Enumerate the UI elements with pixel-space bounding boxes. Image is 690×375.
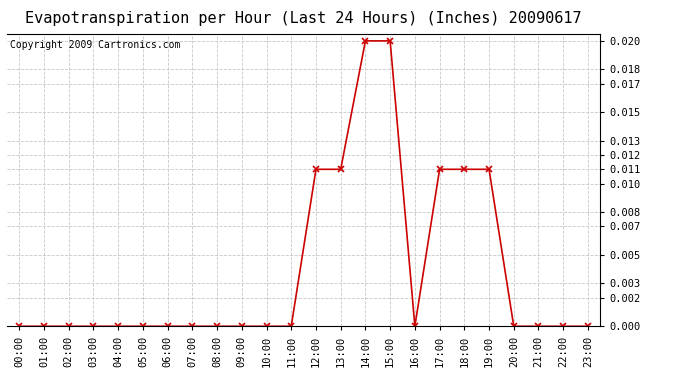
Text: Evapotranspiration per Hour (Last 24 Hours) (Inches) 20090617: Evapotranspiration per Hour (Last 24 Hou…: [26, 11, 582, 26]
Text: Copyright 2009 Cartronics.com: Copyright 2009 Cartronics.com: [10, 40, 180, 50]
